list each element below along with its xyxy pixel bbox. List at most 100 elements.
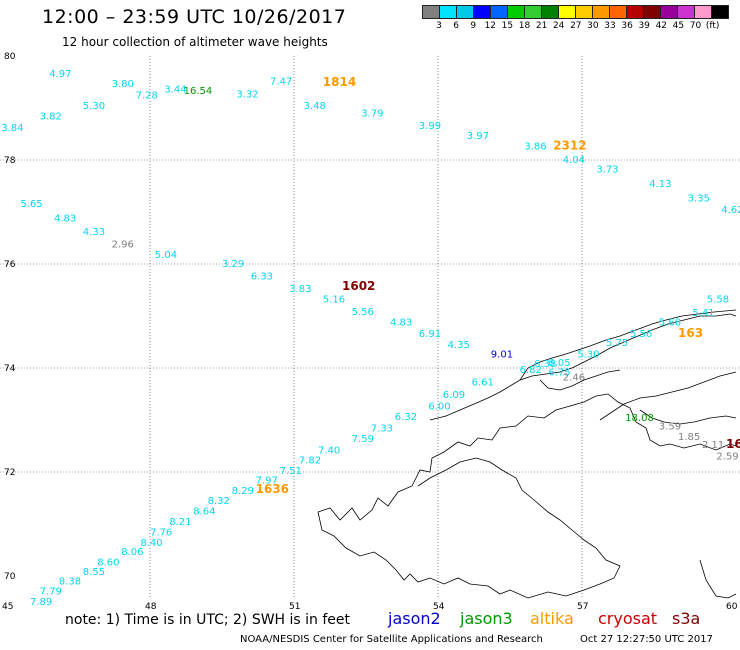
wave-height-value: 3.80 [112,79,134,90]
longitude-tick-label: 54 [433,602,445,612]
wave-height-value: 18.08 [625,413,654,424]
wave-height-value: 6.91 [419,329,441,340]
colorbar-label: 15 [501,21,514,31]
revolution-labels: 1814 2312 1602 1636 163 16 [256,75,740,496]
colorbar-label: 36 [621,21,633,31]
units-note: note: 1) Time is in UTC; 2) SWH is in fe… [65,612,351,628]
legend-s3a: s3a [672,609,701,628]
pass-time-label: 1814 [323,75,356,89]
wave-height-value: 8.60 [97,558,119,569]
coastline-north-island [519,309,737,381]
colorbar-swatch [711,5,729,19]
longitude-tick-label: 51 [289,602,300,612]
colorbar-label: (ft) [705,21,720,31]
wave-height-value: 2.46 [563,372,585,383]
wave-height-value: 1.85 [678,432,700,443]
wave-height-value: 8.06 [121,547,143,558]
wave-height-value: 3.83 [289,284,311,295]
wave-height-value: 4.35 [448,340,470,351]
wave-height-value: 7.97 [256,475,278,486]
coastline-bay [539,369,621,391]
wave-height-value: 9.01 [491,350,513,361]
latitude-tick-label: 76 [4,260,16,270]
wave-height-value: 4.33 [83,227,105,238]
wave-height-value: 3.59 [659,421,681,432]
footer-credit: NOAA/NESDIS Center for Satellite Applica… [240,634,543,645]
wave-height-value: 7.76 [150,527,172,538]
colorbar-label: 24 [552,21,565,31]
wave-height-value: 3.82 [40,111,62,122]
wave-height-value: 6.33 [251,272,273,283]
coastline-south-island [317,393,737,521]
latitude-tick-label: 70 [4,572,16,582]
wave-height-value: 5.75 [606,338,628,349]
wave-height-value: 5.04 [155,250,177,261]
wave-height-value: 3.99 [419,121,441,132]
wave-height-value: 6.75 [548,367,570,378]
wave-height-value: 7.59 [352,434,374,445]
wave-height-value: 6.05 [548,358,570,369]
longitude-tick-label: 60 [726,602,738,612]
wave-height-value: 5.56 [630,329,652,340]
colorbar-label: 21 [535,21,548,31]
legend-jason3: jason3 [460,609,513,628]
wave-height-value: 3.84 [1,123,23,134]
wave-height-value: 2.96 [112,239,134,250]
wave-height-value: 6.38 [534,359,556,370]
wave-height-value: 7.79 [40,587,62,598]
colorbar-label: 9 [470,21,477,31]
wave-height-value: 6.32 [395,412,417,423]
wave-height-value: 3.73 [596,164,618,175]
wave-height-value: 3.44 [164,84,186,95]
latitude-tick-label: 74 [4,364,16,374]
wave-height-value: 5.16 [323,294,345,305]
wave-height-value: 4.62 [721,205,740,216]
wave-height-value: 7.40 [318,445,340,456]
wave-height-value: 7.33 [371,423,393,434]
latitude-tick-label: 72 [4,468,15,478]
wave-height-value: 6.09 [443,390,465,401]
wave-height-value: 8.21 [169,517,191,528]
wave-height-value: 3.29 [222,259,244,270]
wave-height-value: 8.64 [193,507,215,518]
colorbar-label: 70 [689,21,702,31]
coastline-far-east [699,559,737,599]
wave-height-value: 7.51 [280,466,302,477]
wave-height-value: 5.41 [692,308,714,319]
wave-height-value: 4.04 [563,155,585,166]
legend-cryosat: cryosat [598,609,658,628]
wave-height-value: 5.65 [20,199,42,210]
wave-height-value: 8.38 [59,576,81,587]
pass-time-label: 16 [726,437,740,451]
colorbar-label: 33 [604,21,616,31]
legend-jason2: jason2 [388,609,441,628]
coastline-bay-2 [639,409,737,425]
wave-height-value: 3.35 [688,194,710,205]
wave-height-value: 5.58 [707,294,729,305]
latitude-tick-label: 78 [4,156,16,166]
coastline [317,309,737,599]
longitude-tick-label: 45 [2,602,13,612]
wave-height-value: 3.97 [467,131,489,142]
legend-altika: altika [530,609,574,628]
wave-height-value: 4.97 [49,69,71,80]
colorbar-label: 6 [453,21,459,31]
coastline-strait [429,313,737,421]
wave-height-value: 7.89 [30,597,52,608]
latitude-tick-label: 80 [4,52,16,62]
colorbar-label: 42 [655,21,668,31]
wave-height-value: 5.68 [659,317,681,328]
footer-timestamp: Oct 27 12:27:50 UTC 2017 [580,634,713,645]
wave-height-value: 7.47 [270,77,292,88]
wave-height-colorbar [422,5,729,19]
pass-time-label: 1602 [342,279,375,293]
longitude-tick-label: 57 [577,602,588,612]
wave-height-value: 7.82 [299,456,321,467]
map-title: 12:00 – 23:59 UTC 10/26/2017 [42,6,347,28]
colorbar-label: 12 [484,21,497,31]
wave-height-value: 6.00 [428,402,450,413]
colorbar-label: 27 [570,21,582,31]
